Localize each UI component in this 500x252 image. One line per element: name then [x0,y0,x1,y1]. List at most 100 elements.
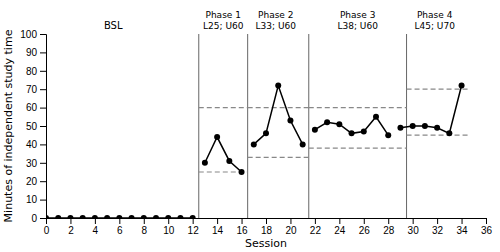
tick-mark [40,181,46,182]
tick-label: 20 [26,176,38,187]
point [46,215,49,218]
tick-mark [193,218,194,224]
tick-mark [388,218,389,224]
tick-mark [144,218,145,224]
tick-mark [290,218,291,224]
point [324,119,330,125]
point [67,215,73,218]
tick: 20 [26,176,46,187]
tick-mark [242,218,243,224]
point [263,130,269,136]
point [214,134,220,140]
tick-mark [413,218,414,224]
point [177,215,183,218]
tick: 24 [334,218,346,236]
point [397,125,403,131]
point [55,215,61,218]
point [165,215,171,218]
tick-mark [40,89,46,90]
criterion-lower [407,135,468,136]
series [46,215,196,218]
series [251,83,306,148]
point [373,114,379,120]
tick: 22 [310,218,322,236]
tick-label: 30 [26,158,38,169]
tick: 0 [44,218,50,236]
point [141,215,147,218]
point [434,125,440,131]
point [336,121,342,127]
y-axis-title: Minutes of independent study time [2,29,15,222]
point [190,215,196,218]
tick: 14 [212,218,224,236]
tick-label: 26 [359,225,371,236]
tick-mark [40,108,46,109]
tick-label: 10 [26,194,38,205]
point [287,117,293,123]
tick-label: 0 [44,225,50,236]
line [254,86,303,145]
point [312,127,318,133]
tick: 90 [26,47,46,58]
tick-label: 60 [26,102,38,113]
phase-label: Phase 2L33; U60 [256,10,297,31]
point [300,141,306,147]
tick-label: 30 [408,225,420,236]
tick-mark [168,218,169,224]
tick-label: 50 [26,121,38,132]
tick-mark [40,126,46,127]
tick: 60 [26,102,46,113]
tick-label: 20 [285,225,297,236]
tick: 8 [141,218,147,236]
tick-label: 12 [188,225,200,236]
tick: 20 [285,218,297,236]
tick-label: 80 [26,66,38,77]
tick-label: 22 [310,225,322,236]
criterion-lines [199,89,468,172]
point [422,123,428,129]
point [202,160,208,166]
tick-label: 70 [26,84,38,95]
phase-line [308,34,309,218]
tick: 30 [26,158,46,169]
tick-label: 16 [236,225,248,236]
point [116,215,122,218]
x-axis-line [47,219,487,225]
tick-label: 28 [383,225,395,236]
tick-label: 24 [334,225,346,236]
tick-mark [40,52,46,53]
tick-mark [119,218,120,224]
tick: 70 [26,84,46,95]
tick-label: 10 [163,225,175,236]
tick-mark [40,144,46,145]
tick: 4 [93,218,99,236]
y-axis: 0102030405060708090100 [20,29,46,224]
tick: 50 [26,121,46,132]
phase-lines [199,34,407,218]
tick: 16 [236,218,248,236]
point [80,215,86,218]
chart: 0246810121416182022242628303234360102030… [0,0,500,252]
point [410,123,416,129]
tick-label: 18 [261,225,273,236]
criterion-upper [407,89,468,90]
phase-label: Phase 1L25; U60 [203,10,244,31]
tick-label: 34 [456,225,468,236]
tick-mark [40,163,46,164]
tick: 12 [188,218,200,236]
tick: 28 [383,218,395,236]
tick: 10 [163,218,175,236]
tick-label: 14 [212,225,224,236]
plot: 0246810121416182022242628303234360102030… [2,10,492,250]
point [446,130,452,136]
point [104,215,110,218]
tick-label: 6 [117,225,123,236]
tick-mark [486,218,487,224]
tick: 36 [481,218,493,236]
tick-label: 32 [432,225,444,236]
line [400,86,461,134]
tick-mark [437,218,438,224]
tick-label: 8 [141,225,147,236]
tick: 100 [20,29,46,40]
x-axis-title: Session [245,237,287,250]
